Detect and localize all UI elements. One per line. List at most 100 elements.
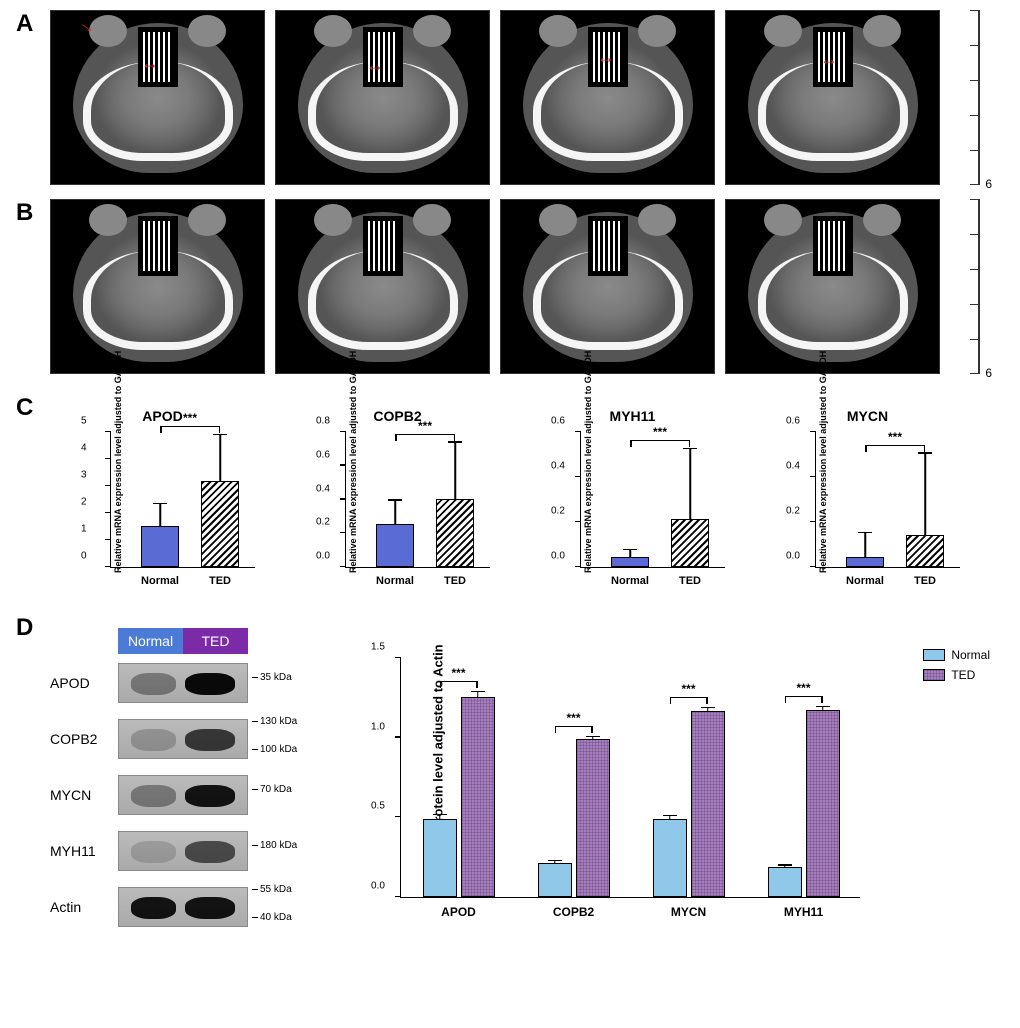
- significance-bracket: [160, 426, 220, 427]
- mw-marker: 100 kDa: [252, 744, 297, 755]
- significance-stars: ***: [183, 411, 197, 425]
- bar-normal: [423, 819, 457, 897]
- significance-stars: ***: [451, 666, 465, 680]
- ct-scan-a2: ↔: [275, 10, 490, 185]
- y-tick-label: 0.0: [371, 881, 385, 892]
- blot-label: MYCN: [50, 787, 118, 803]
- bar-normal: [653, 819, 687, 897]
- chart-plot: 0.00.20.40.6NormalTED***: [815, 432, 960, 568]
- y-tick-label: 0.4: [786, 461, 800, 472]
- ct-row-a: → ↔ ↔ ↔ ↔: [10, 10, 1010, 185]
- bar-normal: [538, 863, 572, 897]
- y-tick-label: 1.5: [371, 642, 385, 653]
- blot-row-mycn: MYCN 70 kDa: [50, 770, 310, 820]
- significance-bracket: [395, 434, 455, 435]
- bar-ted: [906, 535, 944, 567]
- ct-scan-b1: [50, 199, 265, 374]
- mw-marker: 70 kDa: [252, 784, 292, 795]
- mw-marker: 40 kDa: [252, 912, 292, 923]
- bar-normal: [376, 524, 414, 567]
- protein-bar-chart: Relative protein level adjusted to Actin…: [340, 628, 870, 938]
- x-tick-label: Normal: [376, 575, 414, 587]
- blot-image: [118, 663, 248, 703]
- x-tick-label: Normal: [141, 575, 179, 587]
- panel-d-label: D: [16, 614, 33, 642]
- significance-bracket: [785, 696, 823, 697]
- ct-scan-b3: [500, 199, 715, 374]
- x-tick-label: MYCN: [671, 905, 706, 919]
- y-tick-label: 2: [81, 497, 87, 508]
- blot-row-apod: APOD 35 kDa: [50, 658, 310, 708]
- panel-a-label: A: [16, 10, 33, 38]
- y-tick-label: 0.6: [786, 416, 800, 427]
- panel-c-label: C: [16, 394, 33, 422]
- y-tick-label: 0.6: [316, 449, 330, 460]
- y-tick-label: 0.2: [551, 506, 565, 517]
- y-tick-label: 5: [81, 416, 87, 427]
- panel-a-row: A → ↔ ↔ ↔: [10, 10, 1010, 185]
- y-tick-label: 0.4: [551, 461, 565, 472]
- y-tick-label: 0.8: [316, 416, 330, 427]
- bar-normal: [141, 526, 179, 567]
- legend-ted: TED: [923, 668, 990, 682]
- bar-ted: [576, 739, 610, 897]
- panel-b-label: B: [16, 199, 33, 227]
- significance-stars: ***: [796, 681, 810, 695]
- significance-bracket: [630, 440, 690, 441]
- legend-label-ted: TED: [951, 668, 975, 682]
- bar-normal: [611, 557, 649, 567]
- annotation-arrow-icon: ↔: [597, 47, 615, 68]
- y-tick-label: 1: [81, 524, 87, 535]
- blot-image: [118, 719, 248, 759]
- mw-marker: 180 kDa: [252, 840, 297, 851]
- significance-bracket: [865, 445, 925, 446]
- blot-row-myh11: MYH11 180 kDa: [50, 826, 310, 876]
- bar-ted: [436, 499, 474, 567]
- scientific-figure: A → ↔ ↔ ↔: [0, 0, 1020, 948]
- significance-bracket: [670, 697, 708, 698]
- x-tick-label: TED: [914, 575, 936, 587]
- blot-label: MYH11: [50, 843, 118, 859]
- y-tick-label: 1.0: [371, 721, 385, 732]
- blot-label: APOD: [50, 675, 118, 691]
- ct-scan-b2: [275, 199, 490, 374]
- ct-scan-a3: ↔: [500, 10, 715, 185]
- x-tick-label: APOD: [441, 905, 476, 919]
- protein-chart-plot: 0.00.51.01.5***APOD***COPB2***MYCN***MYH…: [400, 658, 860, 898]
- legend-label-normal: Normal: [951, 648, 990, 662]
- bar-ted: [806, 710, 840, 897]
- significance-stars: ***: [653, 425, 667, 439]
- blot-label: Actin: [50, 899, 118, 915]
- x-tick-label: MYH11: [784, 905, 823, 919]
- ct-scan-a4: ↔: [725, 10, 940, 185]
- y-tick-label: 0.6: [551, 416, 565, 427]
- significance-stars: ***: [888, 430, 902, 444]
- x-tick-label: Normal: [611, 575, 649, 587]
- mrna-chart-row: APODRelative mRNA expression level adjus…: [10, 388, 1010, 598]
- blot-row-copb2: COPB2130 kDa100 kDa: [50, 714, 310, 764]
- chart-plot: 012345NormalTED***: [110, 432, 255, 568]
- blot-header-ted: TED: [183, 628, 248, 654]
- blot-label: COPB2: [50, 731, 118, 747]
- bar-normal: [846, 557, 884, 567]
- x-tick-label: TED: [209, 575, 231, 587]
- y-tick-label: 3: [81, 470, 87, 481]
- blot-row-actin: Actin55 kDa40 kDa: [50, 882, 310, 932]
- ct-scan-b4: [725, 199, 940, 374]
- y-tick-label: 0.4: [316, 483, 330, 494]
- western-blot-section: Normal TED APOD 35 kDa COPB2130 kDa100 kDa…: [50, 628, 310, 938]
- blot-header: Normal TED: [118, 628, 310, 654]
- legend-swatch-normal: [923, 649, 945, 661]
- blot-image: [118, 831, 248, 871]
- blot-image: [118, 775, 248, 815]
- significance-bracket: [440, 681, 478, 682]
- mrna-chart-apod: APODRelative mRNA expression level adjus…: [50, 408, 275, 598]
- annotation-arrow-icon: ↔: [141, 53, 159, 74]
- panel-d-row: D Normal TED APOD 35 kDa COPB2130 kDa100 k…: [10, 608, 1010, 938]
- ct-row-b: 6: [10, 199, 1010, 374]
- mw-marker: 35 kDa: [252, 672, 292, 683]
- bar-ted: [671, 519, 709, 567]
- legend-swatch-ted: [923, 669, 945, 681]
- ct-scan-a1: → ↔: [50, 10, 265, 185]
- legend-normal: Normal: [923, 648, 990, 662]
